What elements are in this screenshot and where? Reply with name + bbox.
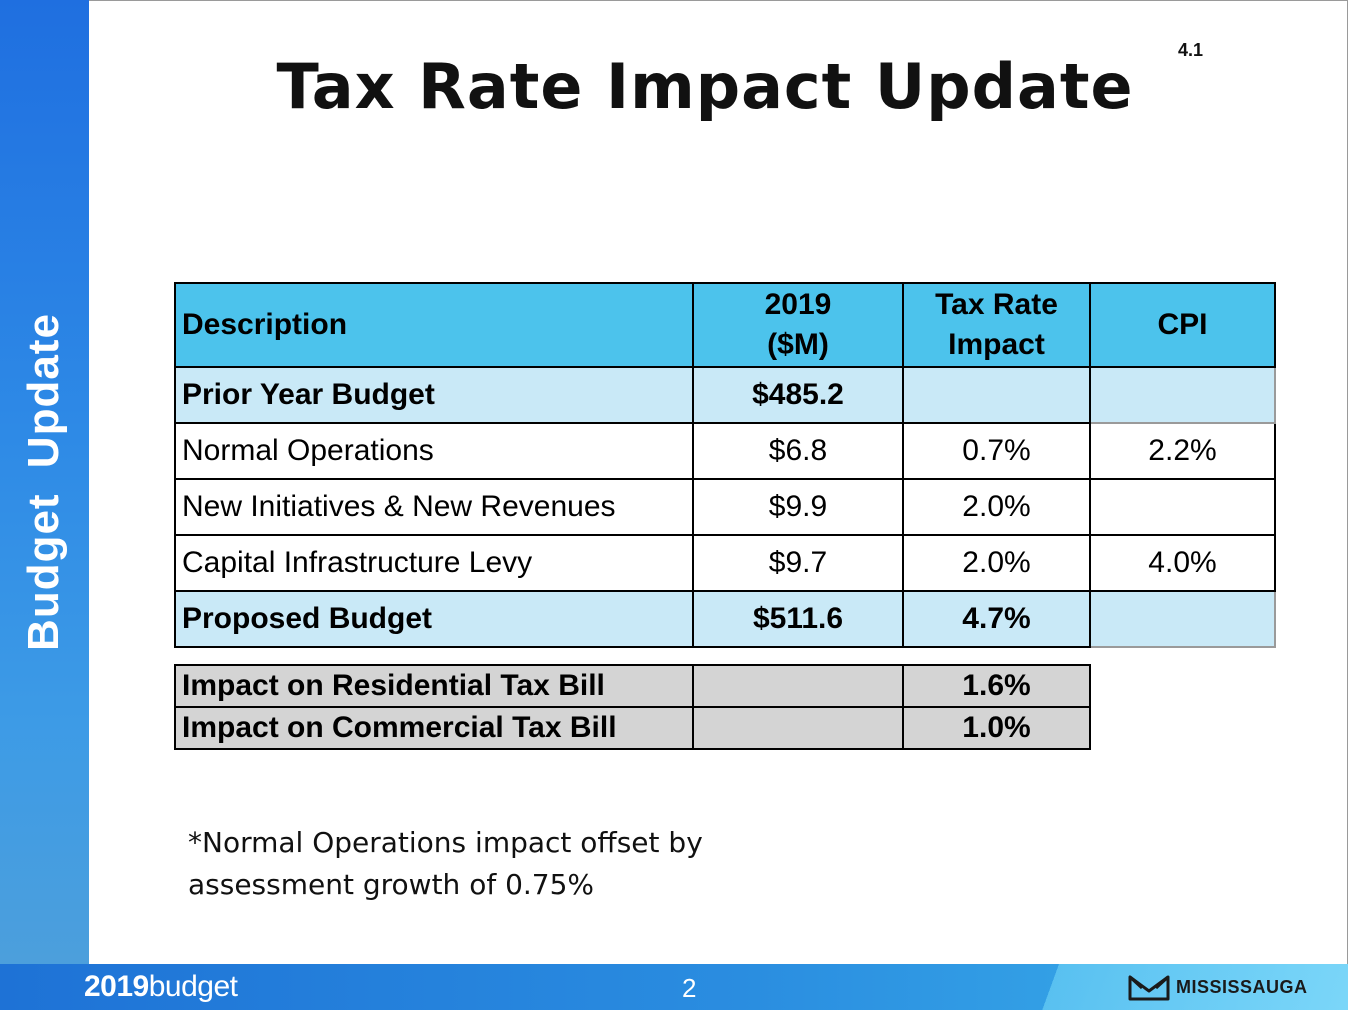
row-description: Capital Infrastructure Levy [174,534,694,592]
budget-table: Description 2019 ($M) Tax Rate Impact CP… [174,282,1276,648]
row-description: Proposed Budget [174,590,694,648]
row-cpi [1089,478,1276,536]
impact-row: Impact on Residential Tax Bill 1.6% [174,664,1091,708]
table-row: Normal Operations $6.8 0.7% 2.2% [174,422,1276,480]
impact-tax: 1.0% [902,706,1091,750]
row-tax [902,366,1091,424]
table-row: New Initiatives & New Revenues $9.9 2.0% [174,478,1276,536]
footnote-line-1: *Normal Operations impact offset by [188,826,703,859]
row-value: $511.6 [692,590,904,648]
row-value: $9.9 [692,478,904,536]
row-tax: 0.7% [902,422,1091,480]
sidebar: Budget Update [0,0,89,964]
header-tax-line1: Tax Rate [935,288,1058,321]
footer-accent [928,964,1348,1010]
header-cpi: CPI [1089,282,1276,368]
header-2019-line1: 2019 [764,288,832,321]
row-cpi [1089,366,1276,424]
header-2019: 2019 ($M) [692,282,904,368]
row-tax: 4.7% [902,590,1091,648]
impact-description: Impact on Residential Tax Bill [174,664,694,708]
row-value: $485.2 [692,366,904,424]
footnote: *Normal Operations impact offset by asse… [188,822,748,906]
mississauga-m-icon [1128,975,1170,1001]
impact-table: Impact on Residential Tax Bill 1.6% Impa… [174,664,1091,750]
row-tax: 2.0% [902,534,1091,592]
table-row: Prior Year Budget $485.2 [174,366,1276,424]
row-description: New Initiatives & New Revenues [174,478,694,536]
impact-description: Impact on Commercial Tax Bill [174,706,694,750]
footnote-line-2: assessment growth of 0.75% [188,868,595,901]
header-2019-line2: ($M) [767,328,829,361]
table-header-row: Description 2019 ($M) Tax Rate Impact CP… [174,282,1276,368]
footer-page-number: 2 [682,973,697,1003]
impact-value [692,706,904,750]
footer-brand: 2019budget [84,970,238,1004]
footer-bar: 2019budget 2 MISSISSAUGA [0,964,1348,1010]
sidebar-label: Budget Update [19,313,68,651]
footer-logo-text: MISSISSAUGA [1176,976,1308,997]
page-title: Tax Rate Impact Update [276,50,1134,123]
table-row: Capital Infrastructure Levy $9.7 2.0% 4.… [174,534,1276,592]
row-tax: 2.0% [902,478,1091,536]
row-description: Prior Year Budget [174,366,694,424]
row-cpi [1089,590,1276,648]
slide-number: 4.1 [1178,40,1204,60]
impact-row: Impact on Commercial Tax Bill 1.0% [174,706,1091,750]
header-tax-line2: Impact [948,328,1045,361]
row-description: Normal Operations [174,422,694,480]
footer-brand-year: 2019 [84,970,149,1003]
footer-brand-word: budget [148,970,238,1003]
impact-tax: 1.6% [902,664,1091,708]
row-value: $6.8 [692,422,904,480]
row-value: $9.7 [692,534,904,592]
row-cpi: 4.0% [1089,534,1276,592]
table-row: Proposed Budget $511.6 4.7% [174,590,1276,648]
row-cpi: 2.2% [1089,422,1276,480]
header-description: Description [174,282,694,368]
footer-logo: MISSISSAUGA [1128,973,1308,1001]
impact-value [692,664,904,708]
header-tax-rate-impact: Tax Rate Impact [902,282,1091,368]
